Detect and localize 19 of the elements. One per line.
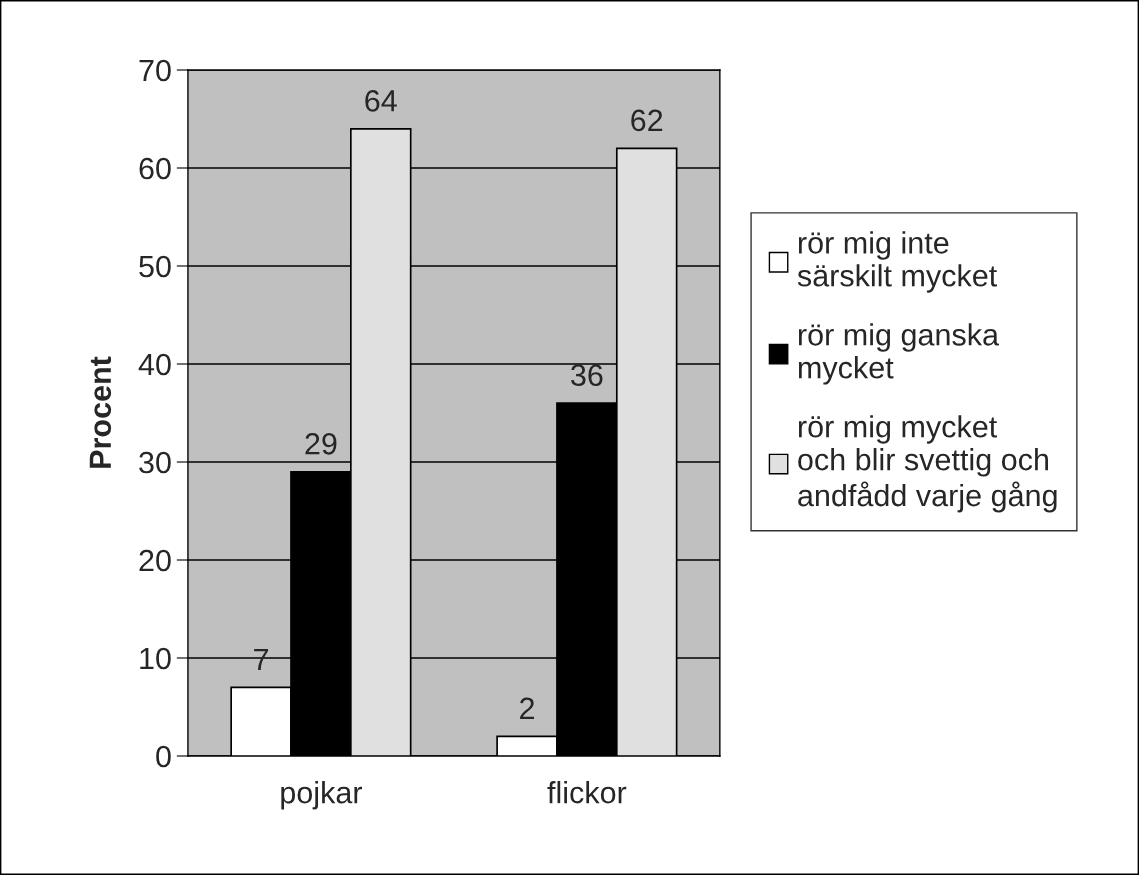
data-label: 2 — [520, 697, 534, 719]
y-tick-label: 40 — [138, 353, 171, 376]
y-tick-label: 20 — [139, 549, 171, 572]
y-tick-label: 30 — [139, 451, 171, 474]
x-tick-label: pojkar — [281, 781, 363, 810]
y-axis-title: Procent — [89, 356, 112, 468]
legend-label: rör mig inte särskilt mycket — [797, 231, 998, 293]
y-tick-label: 70 — [139, 59, 171, 82]
data-label: 64 — [365, 90, 397, 112]
y-tick-label: 10 — [140, 647, 171, 670]
data-label: 29 — [305, 433, 337, 455]
legend-label: rör mig mycket och blir svettig och andfådd varje gång — [798, 415, 1057, 513]
x-tick-label: flickor — [547, 781, 627, 804]
y-tick-label: 60 — [139, 157, 171, 180]
data-label: 62 — [631, 109, 663, 132]
data-label: 36 — [571, 364, 603, 387]
legend-label: rör mig ganska mycket — [798, 323, 999, 385]
y-tick-label: 50 — [139, 255, 171, 278]
y-tick-label: 0 — [156, 745, 171, 768]
